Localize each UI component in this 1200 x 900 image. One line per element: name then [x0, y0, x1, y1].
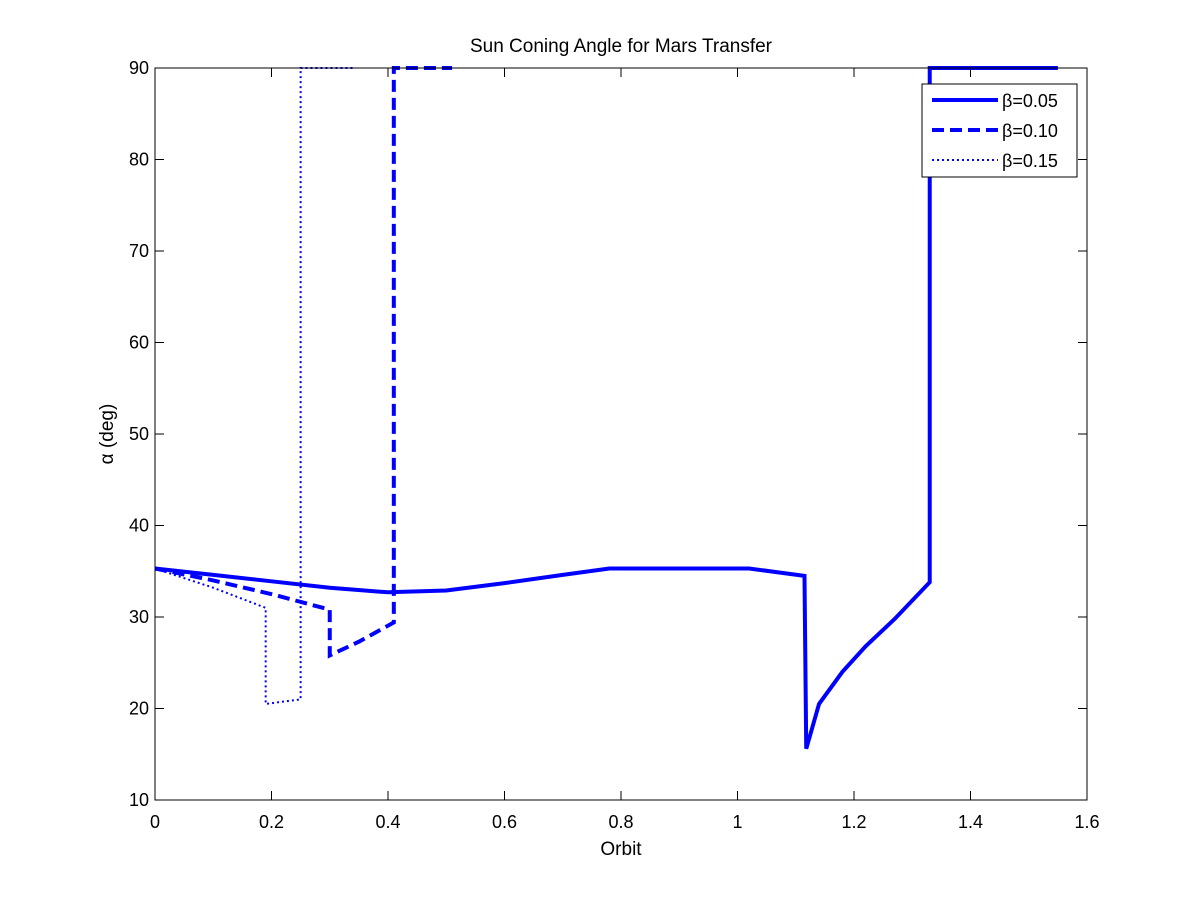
y-tick-label: 30 [129, 607, 149, 627]
y-tick-label: 80 [129, 150, 149, 170]
y-tick-label: 60 [129, 333, 149, 353]
legend-label-3: β=0.15 [1002, 151, 1058, 171]
legend-label-2: β=0.10 [1002, 121, 1058, 141]
plot-frame [154, 67, 1088, 801]
y-tick-label: 40 [129, 516, 149, 536]
x-tick-label: 1.2 [841, 812, 866, 832]
y-tick-label: 50 [129, 424, 149, 444]
x-axis-title: Orbit [600, 839, 642, 860]
x-tick-label: 0.4 [375, 812, 400, 832]
x-tick-label: 1 [732, 812, 742, 832]
y-tick-label: 20 [129, 699, 149, 719]
ticks: 0 0.2 0.4 0.6 0.8 1 1.2 1.4 1.6 10 20 30 40 50 60 70 80 9… [129, 58, 1100, 832]
legend-label-1: β=0.05 [1002, 91, 1058, 111]
x-tick-label: 0.6 [492, 812, 517, 832]
series-line-2 [154, 66, 453, 659]
y-tick-label: 10 [129, 790, 149, 810]
legend: β=0.05 β=0.10 β=0.15 [921, 83, 1078, 178]
x-tick-label: 1.6 [1074, 812, 1099, 832]
x-tick-label: 0.2 [259, 812, 284, 832]
x-tick-label: 0 [150, 812, 160, 832]
axes [154, 67, 1088, 801]
chart-title: Sun Coning Angle for Mars Transfer [470, 36, 773, 57]
y-axis-title: α (deg) [97, 404, 118, 465]
series-line-1 [154, 66, 1058, 750]
x-tick-label: 0.8 [608, 812, 633, 832]
y-tick-label: 70 [129, 241, 149, 261]
x-tick-label: 1.4 [958, 812, 983, 832]
y-tick-label: 90 [129, 58, 149, 78]
